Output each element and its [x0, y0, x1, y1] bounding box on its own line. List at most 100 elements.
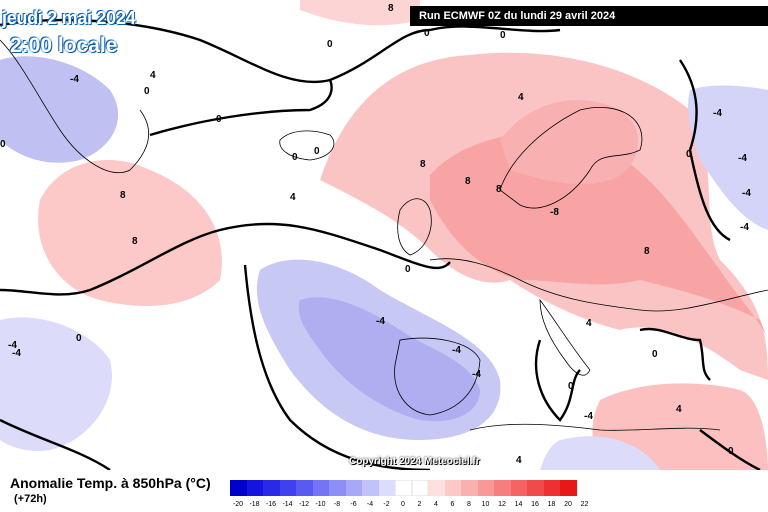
contour-label: 0 [405, 264, 411, 275]
contour-label: 8 [644, 246, 650, 257]
scale-tick-label: -6 [350, 501, 357, 508]
contour-label: 0 [327, 39, 333, 50]
scale-swatch [279, 480, 296, 496]
contour-label: 4 [518, 92, 524, 103]
contour-label: -4 [740, 222, 749, 233]
scale-swatch [329, 480, 346, 496]
contour-label: 0 [500, 30, 506, 41]
scale-swatch [510, 480, 527, 496]
cold-anomaly-siberia [688, 85, 768, 230]
coast-uk [397, 198, 432, 256]
scale-swatch [296, 480, 313, 496]
contour-label: -4 [70, 74, 79, 85]
scale-tick-label: 4 [434, 501, 438, 508]
contour-label: 0 [568, 381, 574, 392]
legend-footer: Anomalie Temp. à 850hPa (°C) (+72h) -2 0 -… [0, 470, 768, 512]
scale-tick-label: 16 [531, 501, 539, 508]
scale-tick-label: 14 [514, 501, 523, 508]
scale-tick-label: -10 [315, 501, 326, 508]
warm-anomaly-europe-core [430, 132, 768, 340]
cold-anomaly-south-east [540, 436, 660, 470]
contour-zero-mediterranean [534, 339, 581, 422]
scale-swatch [543, 480, 560, 496]
copyright-notice: Copyright 2024 Meteociel.fr [349, 456, 480, 467]
coast-iberia [394, 337, 481, 416]
contour-label: 8 [388, 3, 394, 14]
contour-zero-balkans [639, 327, 711, 381]
scale-swatch [461, 480, 478, 496]
anomaly-map: 8 0 0 0 4 0 4 0 -4 0 0 8 4 0 -4 0 -4 -4 … [0, 0, 768, 470]
warm-anomaly-scandinavia [500, 100, 639, 185]
contour-label: 4 [586, 318, 592, 329]
contour-label: -4 [738, 153, 747, 164]
scale-tick-label: 18 [547, 501, 556, 508]
contour-label: -4 [742, 188, 751, 199]
coast-africa [469, 423, 721, 431]
scale-tick-label: -12 [298, 501, 310, 508]
scale-swatch [263, 480, 280, 496]
scale-swatch [477, 480, 494, 496]
coast-scandinavia [499, 107, 643, 209]
contour-label: 0 [216, 114, 222, 125]
zero-contours [0, 18, 761, 470]
forecast-time: 2:00 locale [10, 34, 118, 57]
contour-label: -4 [584, 411, 593, 422]
coast-greenland [0, 39, 149, 173]
lead-time: (+72h) [14, 493, 47, 505]
scale-swatch [378, 480, 395, 496]
scale-tick-label: 6 [450, 501, 455, 508]
contour-label: 8 [132, 236, 138, 247]
contour-label: 0 [728, 446, 734, 457]
map-canvas: 8 0 0 0 4 0 4 0 -4 0 0 8 4 0 -4 0 -4 -4 … [0, 0, 768, 470]
scale-swatch [362, 480, 379, 496]
scale-swatch [560, 480, 577, 496]
contour-zero-iberia [243, 264, 431, 470]
scale-tick-label: 2 [417, 501, 422, 508]
cold-anomaly-iberia-core [298, 297, 480, 422]
contour-label: -4 [452, 345, 461, 356]
scale-swatch [527, 480, 544, 496]
scale-swatch [428, 480, 445, 496]
contour-label: 8 [420, 159, 426, 170]
contour-label: 0 [76, 333, 82, 344]
cold-anomaly-atlantic-southwest [0, 317, 112, 452]
cold-anomaly-canada [0, 56, 119, 163]
scale-swatch [411, 480, 428, 496]
contour-label: 4 [516, 455, 522, 466]
contour-zero-west [0, 222, 451, 296]
contour-zero-north [0, 18, 561, 84]
scale-tick-label: 22 [580, 501, 589, 508]
coast-iceland [279, 130, 335, 161]
contour-label: 0 [292, 152, 298, 163]
contour-label: 0 [686, 149, 692, 160]
scale-swatch [494, 480, 511, 496]
scale-tick-label: -4 [366, 501, 374, 508]
contour-label: 0 [144, 86, 150, 97]
contour-label: 4 [676, 404, 682, 415]
scale-tick-label: 0 [401, 501, 405, 508]
color-scale-ticks: -20 -18 -16 -14 -12 -10 -8 -6 -4 -2 0 2 4 6 8 10 12 14 16 1… [230, 501, 588, 511]
scale-tick-label: 20 [564, 501, 572, 508]
contour-label: -4 [472, 369, 481, 380]
contour-label: 0 [314, 146, 320, 157]
color-scale [230, 480, 577, 496]
contour-label: -4 [8, 340, 17, 351]
date-line: jeudi 2 mai 2024 [2, 8, 136, 28]
run-info-banner: Run ECMWF 0Z du lundi 29 avril 2024 [410, 6, 768, 26]
coast-europe [429, 258, 768, 312]
contour-zero-atlantic [149, 79, 333, 137]
contour-label: 4 [290, 192, 296, 203]
scale-tick-label: -8 [333, 501, 341, 508]
scale-tick-label: -16 [265, 501, 277, 508]
warm-anomaly-top [300, 0, 420, 26]
scale-tick-label: 10 [481, 501, 490, 508]
contour-label: -4 [713, 108, 722, 119]
variable-title: Anomalie Temp. à 850hPa (°C) [10, 475, 211, 491]
contour-label: 8 [120, 190, 126, 201]
contour-label: 8 [496, 184, 502, 195]
warm-anomaly-greenland [38, 160, 222, 306]
scale-tick-label: 12 [498, 501, 506, 508]
contour-labels: 8 0 0 0 4 0 4 0 -4 0 0 8 4 0 -4 0 -4 -4 … [0, 3, 751, 466]
scale-tick-label: -2 [383, 501, 390, 508]
contour-label: 4 [150, 70, 156, 81]
